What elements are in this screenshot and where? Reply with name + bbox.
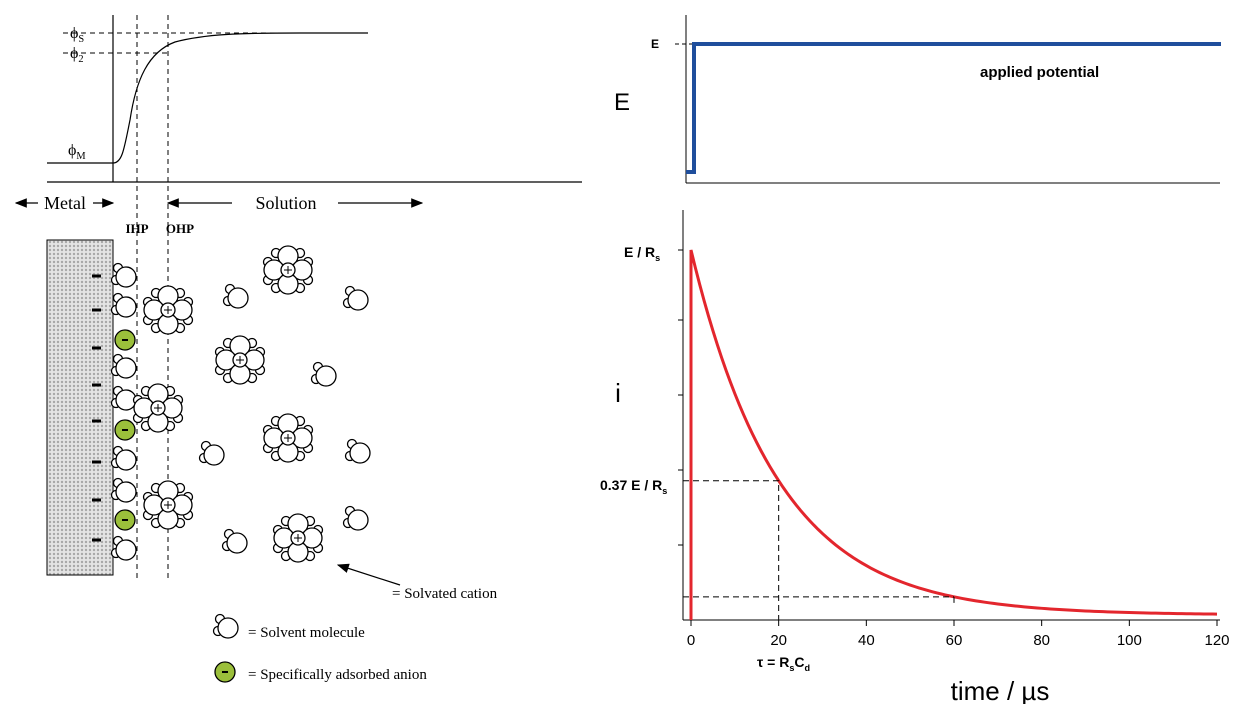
plus bbox=[294, 534, 302, 542]
subscript: s bbox=[655, 253, 660, 263]
text-part: ϕ bbox=[70, 45, 78, 62]
applied-potential: applied potential bbox=[980, 64, 1099, 81]
bottom-plot-frame bbox=[678, 210, 1220, 621]
atom bbox=[227, 287, 249, 309]
atom bbox=[115, 296, 137, 318]
subscript: s bbox=[662, 486, 667, 496]
text-part: τ = R bbox=[757, 654, 789, 670]
surface-charge bbox=[92, 308, 101, 312]
peak-label: E / Rs bbox=[624, 244, 660, 263]
text-part: ϕ bbox=[68, 142, 76, 159]
phi-m-label: ϕM bbox=[68, 142, 86, 162]
legend-solvent: = Solvent molecule bbox=[248, 625, 365, 641]
plus bbox=[154, 404, 162, 412]
top-y-label: E bbox=[614, 89, 630, 116]
ihp-label: IHP bbox=[125, 221, 148, 236]
text-part: 0.37 E / R bbox=[600, 477, 662, 493]
surface-charge bbox=[92, 346, 101, 350]
subscript: M bbox=[76, 151, 85, 162]
text-part: ϕ bbox=[70, 25, 78, 42]
plus bbox=[236, 356, 244, 364]
atom bbox=[217, 617, 239, 639]
surface-charge bbox=[92, 274, 101, 278]
atom bbox=[349, 442, 371, 464]
atom bbox=[115, 481, 137, 503]
subscript: d bbox=[805, 663, 811, 673]
atom bbox=[115, 449, 137, 471]
text-part: E / R bbox=[624, 244, 655, 260]
x-tick-label: 120 bbox=[1204, 632, 1229, 649]
solution-label: Solution bbox=[255, 193, 316, 213]
phi-2-label: ϕ2 bbox=[70, 45, 84, 65]
surface-charge bbox=[92, 498, 101, 502]
x-tick-label: 20 bbox=[770, 632, 787, 649]
tau-level-label: 0.37 E / Rs bbox=[600, 477, 667, 496]
atom bbox=[203, 444, 225, 466]
plus bbox=[164, 306, 172, 314]
subscript: s bbox=[789, 663, 794, 673]
x-axis-label: time / µs bbox=[951, 676, 1050, 704]
legend-anion: = Specifically adsorbed anion bbox=[248, 667, 427, 683]
legend-cation: = Solvated cation bbox=[392, 586, 498, 602]
metal-label: Metal bbox=[44, 193, 86, 213]
current-plot: 0 20 40 60 80 100 120 bbox=[683, 249, 1230, 649]
metal-electrode bbox=[46, 239, 114, 576]
plus bbox=[284, 434, 292, 442]
x-tick-label: 0 bbox=[687, 632, 695, 649]
surface-charge bbox=[92, 383, 101, 387]
region-arrows bbox=[14, 198, 424, 586]
plus bbox=[284, 266, 292, 274]
current-curve bbox=[689, 249, 1218, 620]
subscript: 2 bbox=[78, 54, 83, 65]
tau-guide bbox=[683, 480, 780, 620]
atom bbox=[115, 266, 137, 288]
atom bbox=[315, 365, 337, 387]
level-label: E bbox=[651, 37, 659, 51]
surface-charge bbox=[92, 460, 101, 464]
atom bbox=[226, 532, 248, 554]
plus bbox=[164, 501, 172, 509]
atom bbox=[115, 539, 137, 561]
phi-s-label: ϕS bbox=[70, 25, 84, 45]
x-tick-label: 80 bbox=[1033, 632, 1050, 649]
ohp-label: OHP bbox=[166, 221, 194, 236]
text-part: C bbox=[794, 654, 804, 670]
x-tick-label: 60 bbox=[946, 632, 963, 649]
x-tick-label: 40 bbox=[858, 632, 875, 649]
atom bbox=[115, 357, 137, 379]
atom bbox=[347, 289, 369, 311]
surface-charge bbox=[92, 419, 101, 423]
bottom-y-label: i bbox=[615, 378, 621, 408]
top-plot-frame bbox=[675, 15, 1221, 184]
subscript: S bbox=[78, 34, 84, 45]
molecules bbox=[92, 245, 371, 683]
tau-label: τ = RsCd bbox=[757, 654, 810, 673]
atom bbox=[347, 509, 369, 531]
surface-charge bbox=[92, 538, 101, 542]
x-tick-label: 100 bbox=[1117, 632, 1142, 649]
